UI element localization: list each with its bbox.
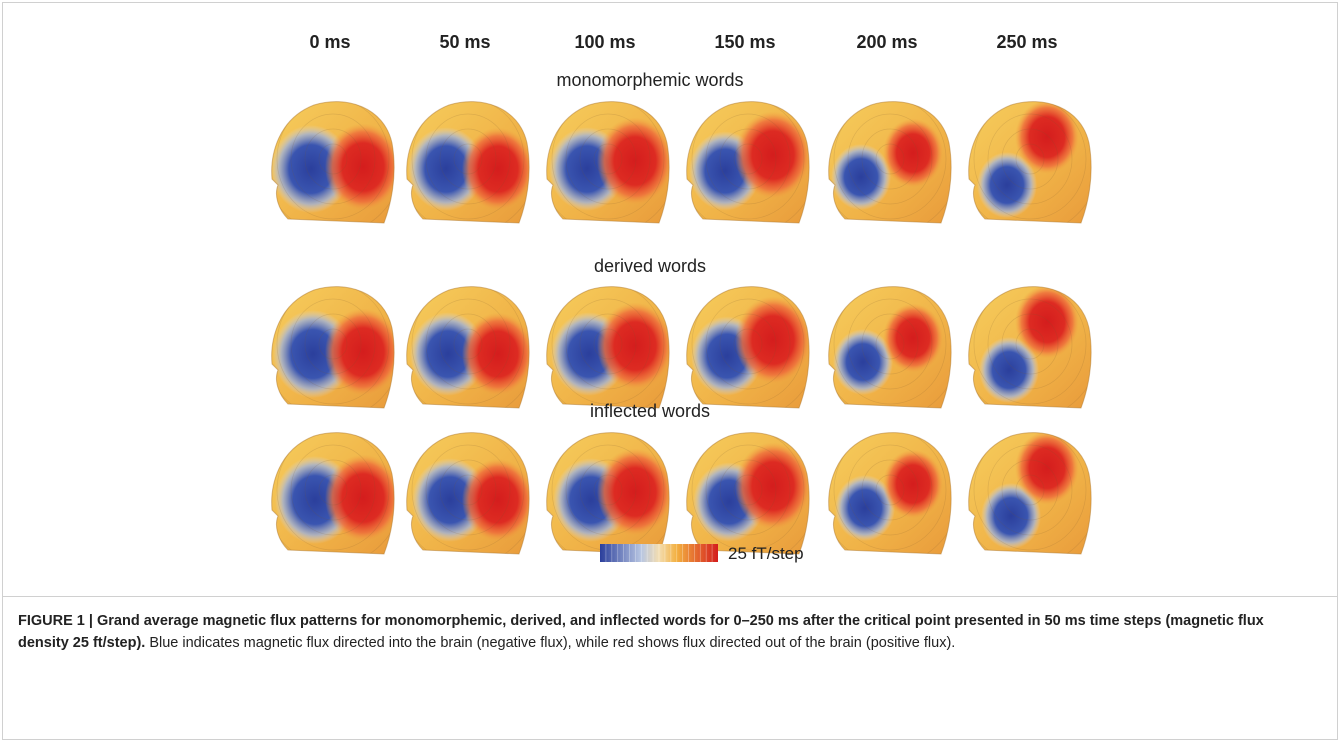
- positive-flux: [1015, 100, 1079, 174]
- head-map: [398, 415, 538, 565]
- head-map: [263, 415, 403, 565]
- positive-flux: [325, 308, 401, 395]
- positive-flux: [1015, 285, 1079, 359]
- head-fill: [820, 415, 960, 565]
- column-header: 200 ms: [856, 32, 917, 52]
- separator: [2, 596, 1338, 597]
- head-fill: [538, 84, 678, 234]
- positive-flux: [597, 117, 673, 204]
- row-label: inflected words: [590, 401, 710, 421]
- colorbar-label: 25 fT/step: [728, 544, 804, 563]
- column-header: 0 ms: [309, 32, 350, 52]
- head-fill: [960, 415, 1100, 565]
- positive-flux: [1015, 431, 1079, 505]
- head-fill: [263, 415, 403, 565]
- head-map: [398, 269, 538, 419]
- row-label: derived words: [594, 256, 706, 276]
- head-fill: [398, 269, 538, 419]
- head-fill: [820, 84, 960, 234]
- head-fill: [960, 84, 1100, 234]
- head-map: [538, 269, 678, 419]
- head-map: [398, 84, 538, 234]
- positive-flux: [597, 302, 673, 389]
- head-map: [820, 415, 960, 565]
- head-fill: [263, 269, 403, 419]
- head-fill: [398, 415, 538, 565]
- head-fill: [538, 415, 678, 565]
- head-map: [678, 269, 818, 419]
- head-map: [263, 84, 403, 234]
- caption: FIGURE 1 | Grand average magnetic flux p…: [18, 610, 1318, 654]
- row-label: monomorphemic words: [556, 70, 743, 90]
- head-map: [538, 84, 678, 234]
- head-fill: [398, 84, 538, 234]
- head-fill: [678, 415, 818, 565]
- caption-body: Blue indicates magnetic flux directed in…: [149, 635, 955, 651]
- head-fill: [960, 269, 1100, 419]
- head-map: [678, 84, 818, 234]
- head-fill: [678, 269, 818, 419]
- positive-flux: [325, 123, 401, 210]
- head-map: [263, 269, 403, 419]
- head-map: [678, 415, 818, 565]
- head-map: [960, 269, 1100, 419]
- head-map: [960, 84, 1100, 234]
- page: 25 fT/step 0 ms 50 ms 100 ms 150 ms 200 ms 25…: [0, 0, 1342, 744]
- head-fill: [538, 269, 678, 419]
- head-fill: [263, 84, 403, 234]
- head-fill: [678, 84, 818, 234]
- column-header: 250 ms: [996, 32, 1057, 52]
- negative-flux: [831, 144, 891, 210]
- column-header: 50 ms: [439, 32, 490, 52]
- column-header: 150 ms: [714, 32, 775, 52]
- head-map: [820, 269, 960, 419]
- head-map: [538, 415, 678, 565]
- head-fill: [820, 269, 960, 419]
- positive-flux: [597, 448, 673, 535]
- figure: 25 fT/step 0 ms 50 ms 100 ms 150 ms 200 ms 25…: [0, 0, 1342, 590]
- head-map: [820, 84, 960, 234]
- column-header: 100 ms: [574, 32, 635, 52]
- positive-flux: [325, 454, 401, 541]
- head-map: [960, 415, 1100, 565]
